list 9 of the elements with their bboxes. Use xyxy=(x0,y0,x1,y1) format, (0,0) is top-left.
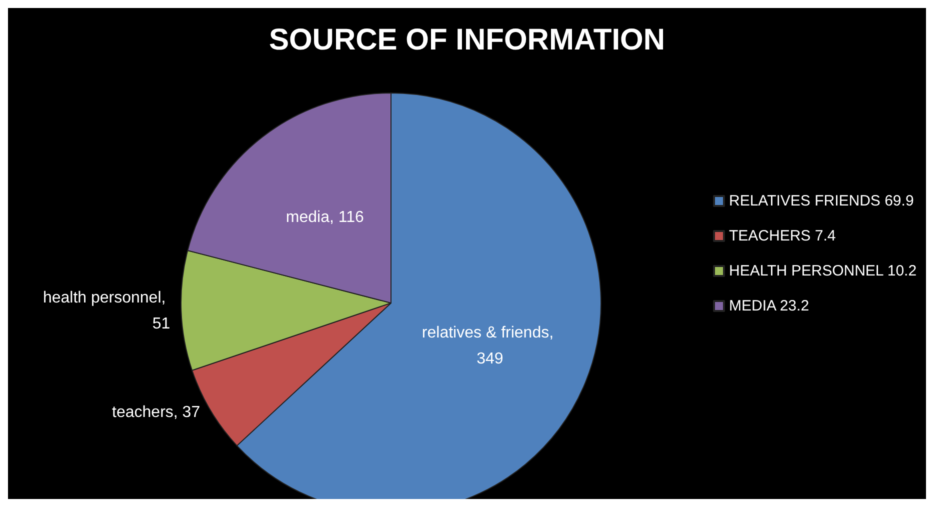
chart-title: SOURCE OF INFORMATION xyxy=(268,24,666,56)
data-label: teachers, 37 xyxy=(112,404,200,421)
data-label: health personnel, 51 xyxy=(42,289,170,332)
legend-label: MEDIA 23.2 xyxy=(729,298,810,314)
data-label: media, 116 xyxy=(286,209,364,226)
legend-label: HEALTH PERSONNEL 10.2 xyxy=(729,262,917,280)
legend-label: RELATIVES FRIENDS 69.9 xyxy=(729,192,914,210)
data-label: relatives & friends, 349 xyxy=(422,324,558,368)
legend-label: TEACHERS 7.4 xyxy=(729,228,836,244)
